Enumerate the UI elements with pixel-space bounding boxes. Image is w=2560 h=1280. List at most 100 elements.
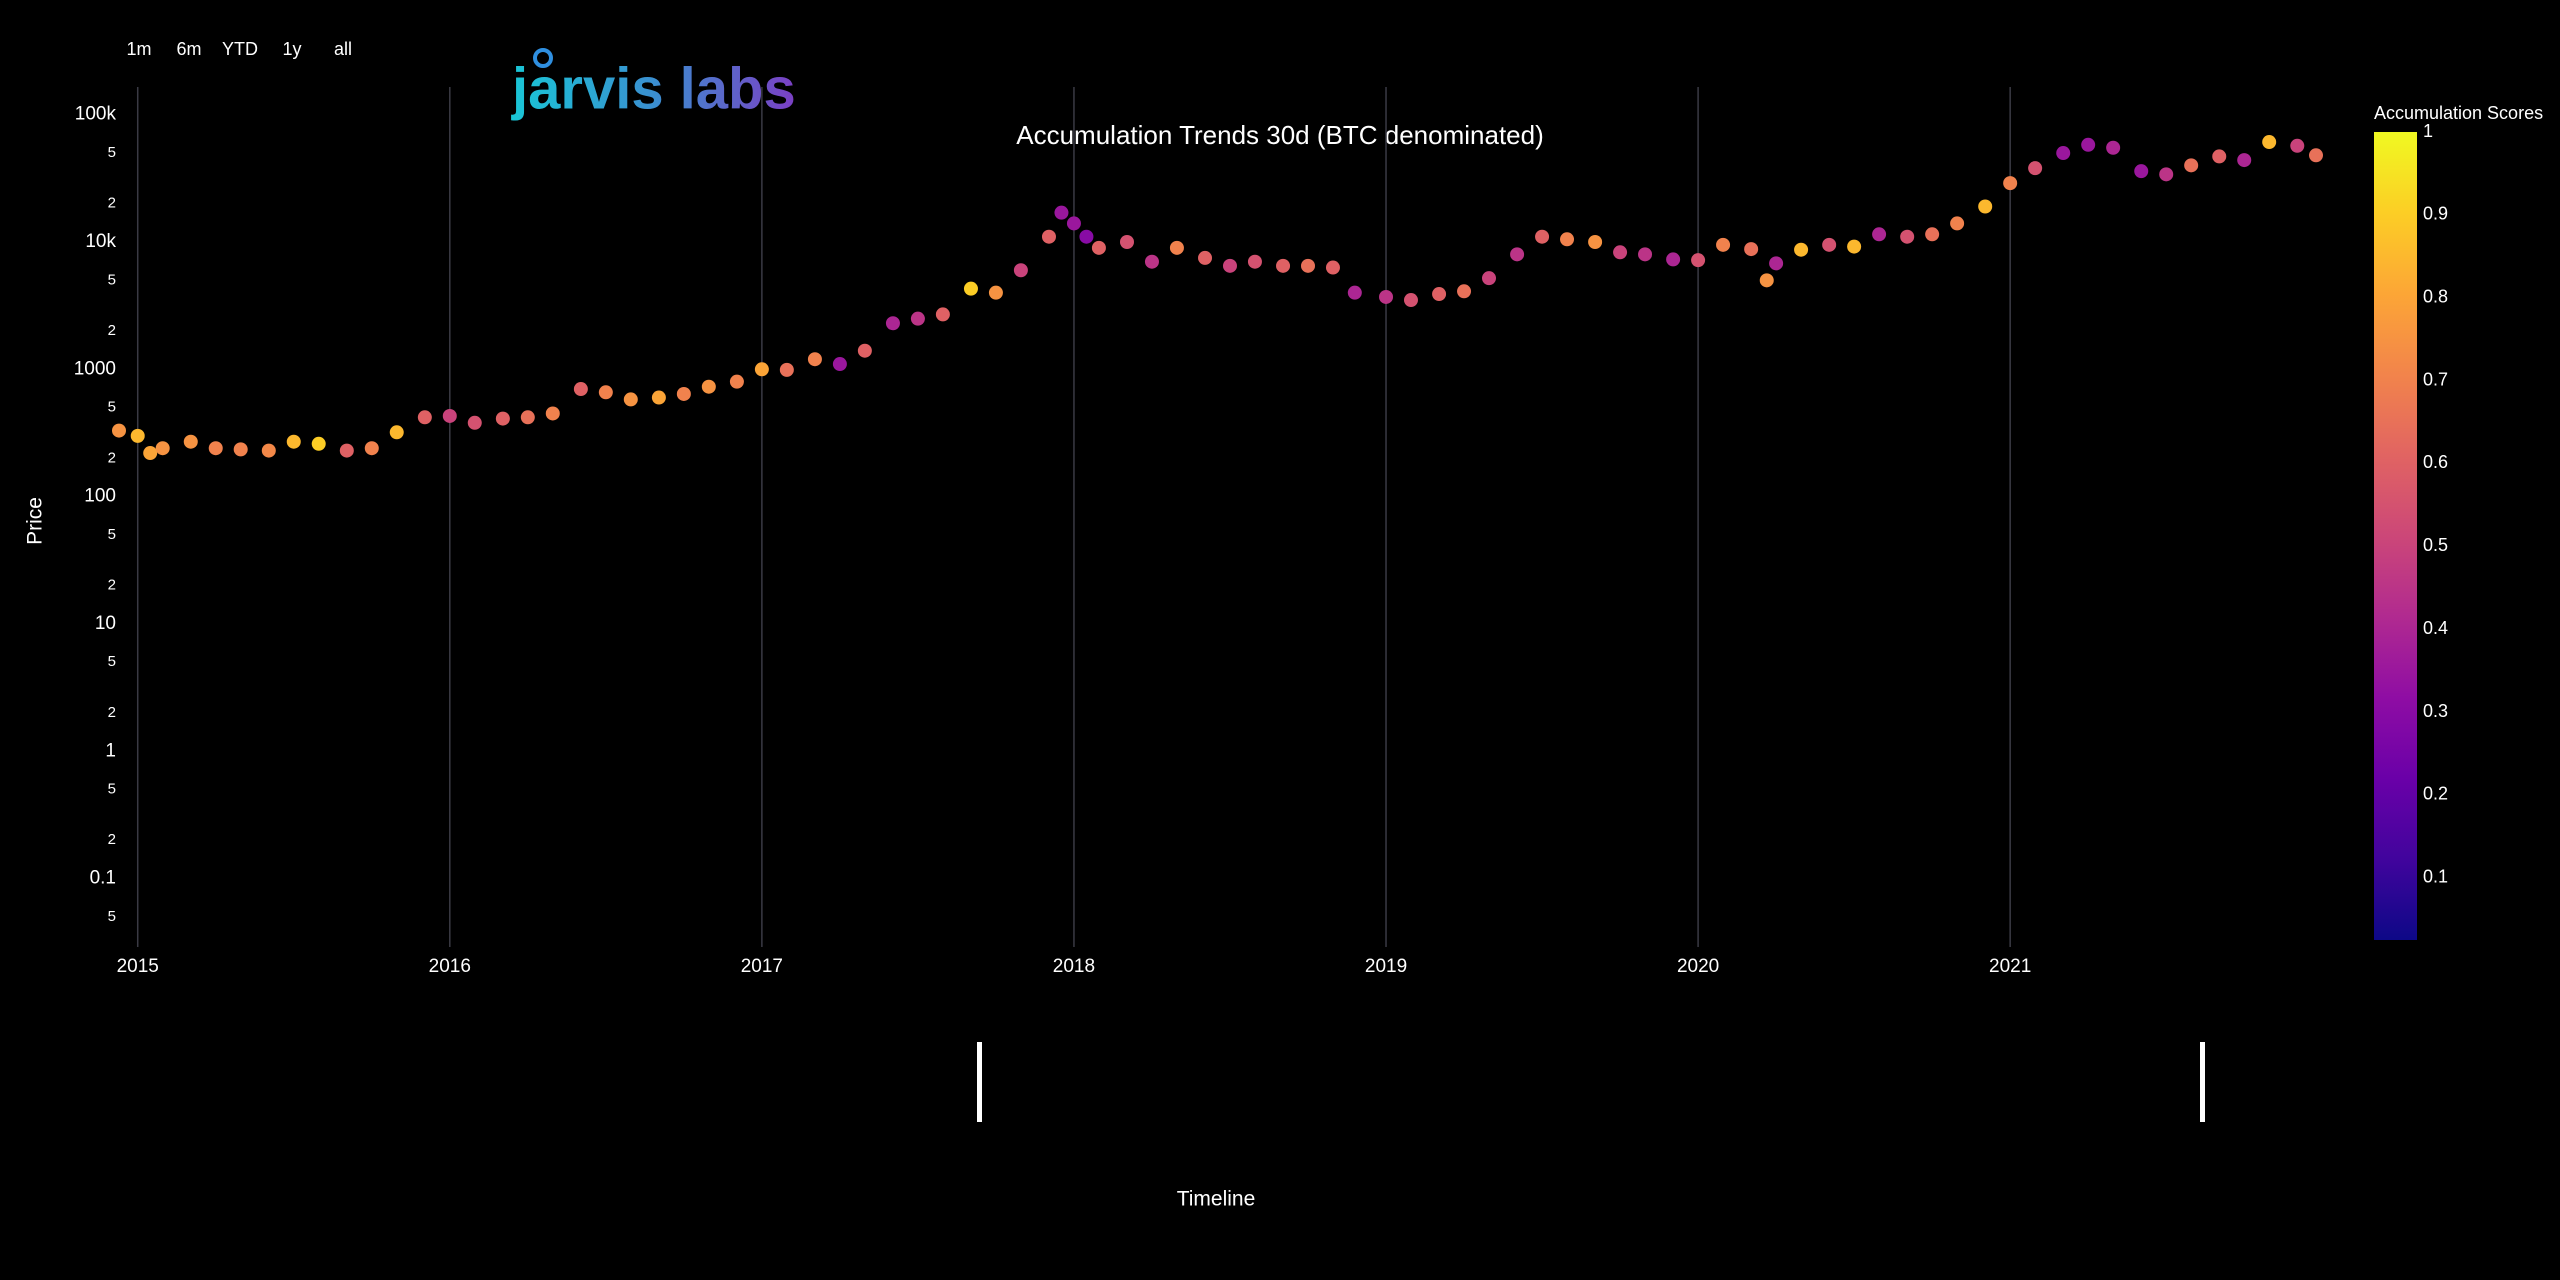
point xyxy=(573,382,588,397)
point xyxy=(364,441,379,456)
point xyxy=(1588,234,1603,249)
y-axis-label: Price xyxy=(24,497,47,545)
point xyxy=(286,434,301,449)
point xyxy=(261,443,276,458)
colorbar xyxy=(2374,132,2417,940)
point xyxy=(339,443,354,458)
y-tick-label: 100k xyxy=(75,104,117,125)
point xyxy=(2262,135,2277,150)
y-tick-label: 2 xyxy=(108,704,116,721)
point xyxy=(1276,258,1291,273)
x-tick-label: 2018 xyxy=(1053,956,1095,977)
point xyxy=(545,406,560,421)
colorbar-tick-label: 0.7 xyxy=(2423,369,2448,389)
chart-title: Accumulation Trends 30d (BTC denominated… xyxy=(1016,120,1544,150)
y-tick-label: 5 xyxy=(108,271,116,288)
point xyxy=(1822,237,1837,252)
point xyxy=(467,415,482,430)
point xyxy=(2184,158,2199,173)
point xyxy=(143,446,158,461)
point xyxy=(1054,205,1069,220)
y-tick-label: 5 xyxy=(108,399,116,416)
point xyxy=(1325,260,1340,275)
point xyxy=(1510,247,1525,262)
y-tick-label: 5 xyxy=(108,526,116,543)
point xyxy=(598,385,613,400)
point xyxy=(1301,258,1316,273)
point xyxy=(1691,253,1706,268)
point xyxy=(1535,229,1550,244)
point xyxy=(2081,137,2096,152)
colorbar-title: Accumulation Scores xyxy=(2374,103,2543,123)
y-tick-label: 2 xyxy=(108,322,116,339)
y-tick-label: 1 xyxy=(105,740,116,761)
point xyxy=(1716,237,1731,252)
point xyxy=(779,362,794,377)
range-button[interactable]: 1m xyxy=(126,39,151,59)
point xyxy=(155,441,170,456)
point xyxy=(1169,240,1184,255)
point xyxy=(1613,245,1628,260)
point xyxy=(112,423,126,438)
point xyxy=(495,411,510,426)
x-tick-label: 2019 xyxy=(1365,956,1407,977)
point xyxy=(935,307,950,322)
point xyxy=(1222,258,1237,273)
point xyxy=(2134,164,2149,179)
y-tick-label: 10 xyxy=(95,613,116,634)
y-tick-label: 100 xyxy=(84,486,116,507)
colorbar-tick-label: 0.8 xyxy=(2423,286,2448,306)
point xyxy=(1247,254,1262,269)
point xyxy=(208,441,223,456)
point xyxy=(1872,227,1887,242)
point xyxy=(2028,161,2043,176)
point xyxy=(651,390,666,405)
range-handle[interactable] xyxy=(2200,1042,2205,1122)
point xyxy=(1900,229,1915,244)
point xyxy=(2309,148,2323,163)
point xyxy=(676,386,691,401)
point xyxy=(1769,256,1784,271)
point xyxy=(623,392,638,407)
colorbar-tick-label: 0.9 xyxy=(2423,204,2448,224)
point xyxy=(1066,216,1081,231)
colorbar-tick-label: 0.4 xyxy=(2423,618,2448,638)
point xyxy=(885,316,900,331)
range-handle[interactable] xyxy=(977,1042,982,1122)
point xyxy=(701,379,716,394)
point xyxy=(1744,242,1759,257)
point xyxy=(1379,289,1394,304)
point xyxy=(2056,146,2071,161)
point xyxy=(1041,229,1056,244)
y-tick-label: 5 xyxy=(108,653,116,670)
y-tick-label: 2 xyxy=(108,831,116,848)
point xyxy=(1091,240,1106,255)
point xyxy=(1403,293,1418,308)
logo-dot xyxy=(533,48,553,68)
point xyxy=(1847,239,1862,254)
colorbar-tick-label: 0.1 xyxy=(2423,867,2448,887)
x-axis-label: Timeline xyxy=(1177,1188,1256,1211)
point xyxy=(130,428,145,443)
point xyxy=(233,442,248,457)
point xyxy=(807,352,822,367)
x-tick-label: 2021 xyxy=(1989,956,2031,977)
point xyxy=(1759,273,1774,288)
range-button[interactable]: all xyxy=(334,39,352,59)
range-button[interactable]: 1y xyxy=(282,39,301,59)
logo: jarvis labs xyxy=(511,56,796,121)
y-tick-label: 5 xyxy=(108,908,116,925)
y-tick-label: 5 xyxy=(108,781,116,798)
point xyxy=(1198,250,1213,265)
y-tick-label: 1000 xyxy=(74,358,116,379)
point xyxy=(2106,140,2121,155)
x-tick-label: 2020 xyxy=(1677,956,1719,977)
x-tick-label: 2015 xyxy=(117,956,159,977)
point xyxy=(2237,153,2252,168)
range-button[interactable]: YTD xyxy=(222,39,258,59)
y-tick-label: 10k xyxy=(85,231,116,252)
range-button[interactable]: 6m xyxy=(176,39,201,59)
colorbar-tick-label: 0.3 xyxy=(2423,701,2448,721)
